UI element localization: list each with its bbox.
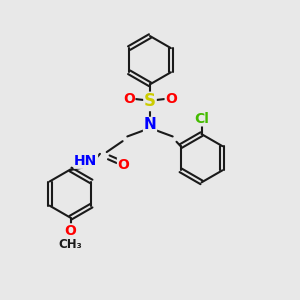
Text: O: O [165,92,177,106]
Text: O: O [118,158,129,172]
Text: N: N [144,118,156,133]
Text: Cl: Cl [194,112,209,126]
Text: S: S [144,92,156,110]
Text: CH₃: CH₃ [58,238,82,251]
Text: O: O [64,224,76,238]
Text: HN: HN [74,154,98,168]
Text: O: O [123,92,135,106]
